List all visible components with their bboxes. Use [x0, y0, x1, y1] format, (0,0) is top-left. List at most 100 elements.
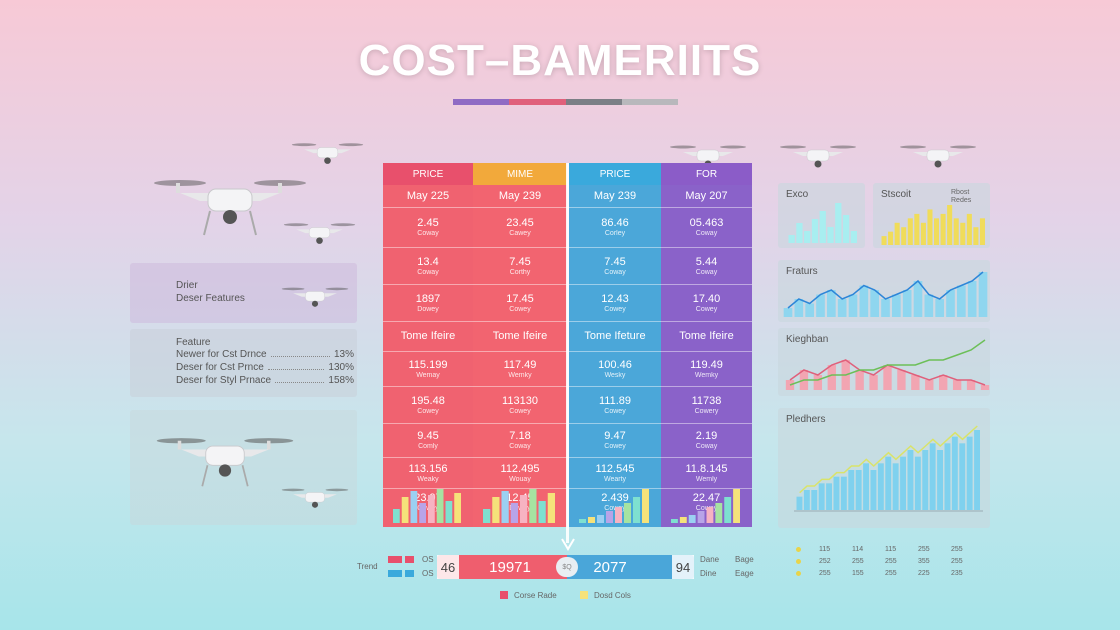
table-cell: 86.46 Corley	[569, 207, 661, 247]
exco-bar-chart	[788, 203, 857, 243]
right-legend-row: 115 114 115 255 255	[796, 543, 986, 555]
pledhers-bar	[840, 476, 847, 510]
table-cell: 5.44 Coway	[661, 247, 752, 284]
mini-bar	[606, 511, 613, 523]
panel-title-stscoit: Stscoit	[881, 189, 912, 200]
table-cell-value: Tome Ifeire	[492, 330, 548, 342]
right-panel-pledhers: Pledhers	[778, 408, 990, 528]
table-cell-sub: Coway	[509, 443, 531, 450]
table-cell: May 225	[383, 185, 473, 207]
table-column-header[interactable]: PRICE	[569, 163, 661, 185]
kieghban-bar	[911, 375, 920, 390]
table-row-separator	[661, 423, 752, 424]
table-cell: 12.43 Cowey	[569, 284, 661, 321]
table-cell-sub: Coway	[695, 268, 718, 276]
kieghban-bar	[925, 380, 934, 390]
mini-bar	[445, 501, 453, 523]
feature-row: Deser for Cst Prnce 130%	[176, 361, 354, 374]
table-cell: 7.18 Coway	[473, 423, 567, 457]
kieghban-bar	[980, 385, 990, 390]
table-row-separator	[569, 423, 661, 424]
table-row-separator	[569, 284, 661, 285]
right-legend-value: 235	[951, 569, 963, 577]
pledhers-bar	[811, 490, 818, 510]
stscoit-bar	[960, 222, 966, 245]
center-badge[interactable]: $Q	[556, 557, 578, 577]
feature-row-label: Newer for Cst Drnce	[176, 349, 267, 360]
table-cell: 1897 Dowey	[383, 284, 473, 321]
table-column-header[interactable]: PRICE	[383, 163, 473, 185]
stscoit-bar	[979, 218, 985, 245]
table-cell-sub: Wesky	[604, 371, 626, 379]
mini-bar	[410, 491, 418, 523]
table-cell-sub: Coway	[604, 268, 626, 276]
stscoit-bar	[894, 222, 900, 245]
table-row-separator	[473, 423, 567, 424]
left-panel-drier: Drier Deser Features	[130, 263, 357, 323]
table-column-header[interactable]: MIME	[473, 163, 567, 185]
legend-swatch-blue-small	[405, 570, 414, 577]
right-legend-row: 252 255 255 355 255	[796, 555, 986, 567]
drone-icon	[281, 488, 349, 508]
table-cell-value: May 225	[406, 190, 450, 202]
legend-item-1: Corse Rade	[514, 591, 557, 600]
pledhers-bar	[959, 443, 966, 510]
fraturs-bar	[978, 272, 988, 317]
table-row-separator	[661, 457, 752, 458]
right-panel-stscoit: Stscoit Rbost Redes	[873, 183, 990, 248]
kieghban-bar	[897, 370, 906, 390]
table-row-separator	[661, 321, 752, 322]
table-cell-value: 9.47	[604, 430, 626, 442]
legend-code-2: OS	[422, 569, 434, 578]
mini-bar	[547, 493, 555, 523]
feature-row-dots	[267, 361, 325, 370]
kieghban-bar	[813, 375, 823, 390]
table-cell-sub: Cowey	[695, 305, 718, 313]
table-row-separator	[473, 386, 567, 387]
table-cell: 112.495 Wouay	[473, 457, 567, 488]
table-row-separator	[383, 386, 473, 387]
kieghban-bar	[952, 380, 962, 390]
column-mini-bars	[579, 489, 649, 523]
pledhers-bar	[796, 496, 803, 510]
mini-bar	[679, 517, 687, 523]
table-column-header[interactable]: FOR	[661, 163, 752, 185]
accent-segment-3	[565, 99, 622, 105]
pledhers-bar	[914, 456, 921, 510]
table-row-separator	[473, 351, 567, 352]
panel-title-pledhers: Pledhers	[786, 414, 826, 425]
kieghban-bar	[966, 380, 976, 390]
mini-bar	[688, 515, 696, 523]
table-cell-value: 7.18	[509, 430, 531, 442]
mini-bar	[510, 503, 518, 523]
table-column: PRICE May 225 2.45 Coway 13.4 Coway 1897 Dowey T…	[383, 163, 473, 527]
stscoit-bar	[934, 218, 940, 245]
table-cell-value: Tome Ifeire	[679, 330, 734, 342]
table-cell: 13.4 Coway	[383, 247, 473, 284]
pledhers-bar	[892, 463, 899, 510]
fraturs-line	[787, 271, 984, 309]
table-cell: 7.45 Coway	[569, 247, 661, 284]
right-legend-value: 255	[819, 569, 831, 577]
bottom-right-text-1: Dane	[700, 555, 720, 564]
drone-icon	[900, 145, 976, 168]
pledhers-bar	[885, 456, 892, 510]
table-column: PRICE May 239 86.46 Corley 7.45 Coway 12.43 Cow…	[569, 163, 661, 527]
table-column: MIME May 239 23.45 Cawey 7.45 Corthy 17.45 Cowe…	[473, 163, 567, 527]
table-cell-value: Tome Ifeture	[584, 330, 646, 342]
page-title: COST–BAMERIITS	[358, 36, 762, 85]
mini-bar	[454, 493, 461, 523]
table-row-separator	[569, 351, 661, 352]
table-cell: 112.545 Wearty	[569, 457, 661, 488]
exco-bar	[811, 219, 819, 243]
right-legend: 115 114 115 255 255 252 255 255 355 255 255 155 255 2…	[796, 543, 986, 579]
pledhers-bar	[826, 483, 832, 510]
pledhers-bar	[974, 430, 980, 510]
table-row-separator	[569, 488, 661, 489]
table-cell-sub: Cowey	[604, 443, 626, 450]
table-cell: 23.45 Cawey	[473, 207, 567, 247]
table-cell-sub: Wearty	[603, 475, 627, 483]
table-cell-value: 111.89	[598, 394, 631, 407]
mini-bar	[436, 489, 444, 523]
table-cell-value: 05.463	[689, 217, 724, 229]
